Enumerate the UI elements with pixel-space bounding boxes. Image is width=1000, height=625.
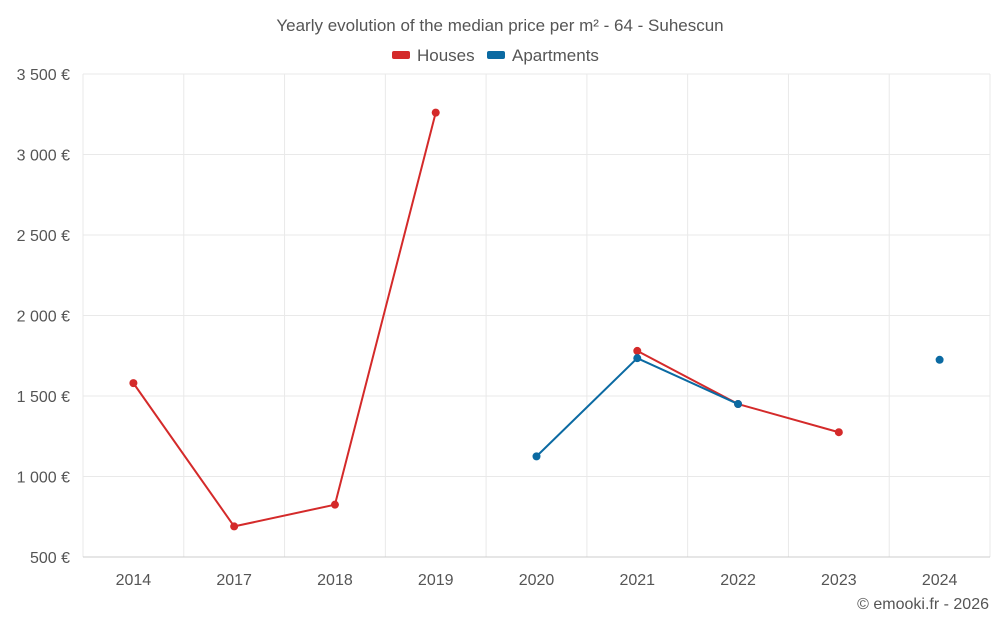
y-tick-label: 2 500 €: [17, 228, 70, 245]
data-point-apartments[interactable]: [734, 400, 743, 409]
legend: Houses Apartments: [392, 46, 599, 65]
chart-credit: © emooki.fr - 2026: [857, 596, 989, 613]
x-tick-label: 2019: [418, 572, 454, 589]
legend-label-apartments: Apartments: [512, 46, 599, 65]
legend-item-houses[interactable]: Houses: [392, 46, 475, 65]
series-apartments: [532, 354, 944, 461]
legend-item-apartments[interactable]: Apartments: [487, 46, 599, 65]
data-point-apartments[interactable]: [633, 354, 642, 363]
chart-title: Yearly evolution of the median price per…: [276, 16, 723, 35]
legend-label-houses: Houses: [417, 46, 475, 65]
y-tick-label: 1 000 €: [17, 470, 70, 487]
data-point-apartments[interactable]: [935, 355, 944, 364]
data-point-apartments[interactable]: [532, 452, 541, 461]
x-tick-label: 2017: [216, 572, 252, 589]
x-axis-ticks: 2014 2017 2018 2019 2020 2021 2022 2023 2024: [116, 572, 958, 589]
y-tick-label: 2 000 €: [17, 309, 70, 326]
data-point-houses[interactable]: [633, 346, 642, 355]
x-gridlines: [82, 74, 991, 557]
y-axis-ticks: 500 € 1 000 € 1 500 € 2 000 € 2 500 € 3 000 €…: [17, 67, 70, 567]
x-tick-label: 2022: [720, 572, 756, 589]
x-tick-label: 2018: [317, 572, 353, 589]
series-line-houses: [636, 350, 840, 434]
y-tick-label: 500 €: [30, 550, 70, 567]
y-tick-label: 3 500 €: [17, 67, 70, 84]
data-point-houses[interactable]: [330, 500, 339, 509]
x-tick-label: 2023: [821, 572, 857, 589]
data-point-houses[interactable]: [230, 522, 239, 531]
x-tick-label: 2021: [619, 572, 655, 589]
y-gridlines: [83, 73, 990, 477]
data-point-houses[interactable]: [431, 108, 440, 117]
data-point-houses[interactable]: [129, 379, 138, 388]
y-tick-label: 3 000 €: [17, 148, 70, 165]
data-point-houses[interactable]: [834, 428, 843, 437]
series-line-houses: [132, 112, 437, 528]
y-tick-label: 1 500 €: [17, 389, 70, 406]
series-layer: [129, 108, 944, 531]
legend-swatch-houses: [392, 51, 410, 59]
series-line-apartments: [535, 357, 739, 458]
legend-swatch-apartments: [487, 51, 505, 59]
x-tick-label: 2024: [922, 572, 958, 589]
x-tick-label: 2014: [116, 572, 152, 589]
x-tick-label: 2020: [519, 572, 555, 589]
